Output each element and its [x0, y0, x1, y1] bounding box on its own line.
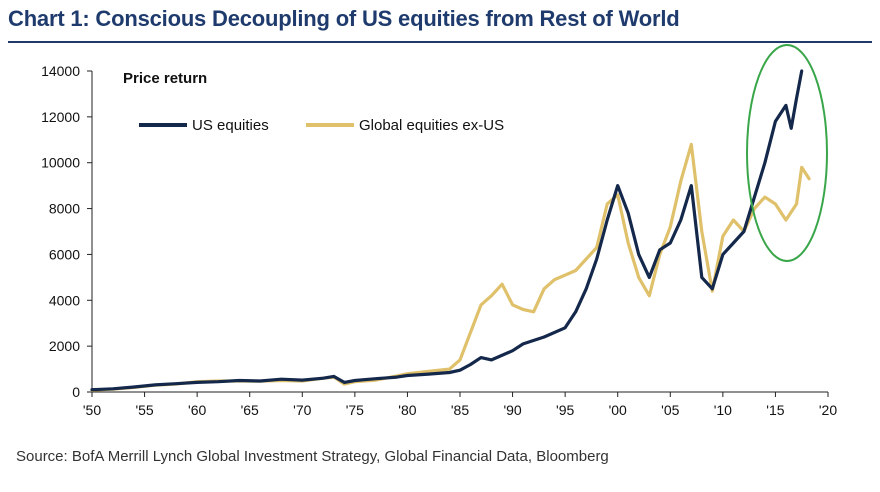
legend-label-global: Global equities ex-US: [359, 117, 504, 134]
x-tick-label: '05: [661, 402, 679, 418]
x-tick-label: '85: [451, 402, 469, 418]
x-tick-label: '75: [346, 402, 364, 418]
x-tick-label: '10: [714, 402, 732, 418]
x-tick-label: '80: [398, 402, 416, 418]
x-tick-label: '90: [503, 402, 521, 418]
source-note: Source: BofA Merrill Lynch Global Invest…: [16, 448, 609, 465]
y-tick-label: 12000: [41, 109, 80, 125]
y-tick-label: 6000: [49, 246, 80, 262]
legend-label-us: US equities: [192, 117, 269, 134]
chart-title: Chart 1: Conscious Decoupling of US equi…: [8, 6, 680, 31]
x-tick-label: '00: [609, 402, 627, 418]
chart-subtitle: Price return: [123, 70, 207, 87]
y-tick-label: 14000: [41, 63, 80, 79]
y-tick-label: 4000: [49, 292, 80, 308]
x-tick-label: '60: [188, 402, 206, 418]
y-tick-label: 2000: [49, 338, 80, 354]
series-line-us-equities: [90, 69, 804, 392]
axes: 0 2000 4000 6000 8000 10000 12000 14000 '50 '55 '6…: [41, 63, 837, 418]
x-tick-label: '55: [135, 402, 153, 418]
x-tick-label: '15: [766, 402, 784, 418]
y-tick-label: 8000: [49, 201, 80, 217]
chart-area: 0 2000 4000 6000 8000 10000 12000 14000 '50 '55 '6…: [41, 44, 837, 418]
title-divider: [8, 41, 872, 43]
legend: US equities Global equities ex-US: [139, 117, 504, 134]
x-tick-label: '50: [83, 402, 101, 418]
series-layer: [90, 69, 811, 392]
x-tick-label: '65: [241, 402, 259, 418]
x-tick-label: '20: [819, 402, 837, 418]
highlight-ellipse: [746, 44, 828, 262]
y-tick-label: 10000: [41, 155, 80, 171]
x-tick-label: '70: [293, 402, 311, 418]
x-tick-label: '95: [556, 402, 574, 418]
y-tick-label: 0: [72, 384, 80, 400]
